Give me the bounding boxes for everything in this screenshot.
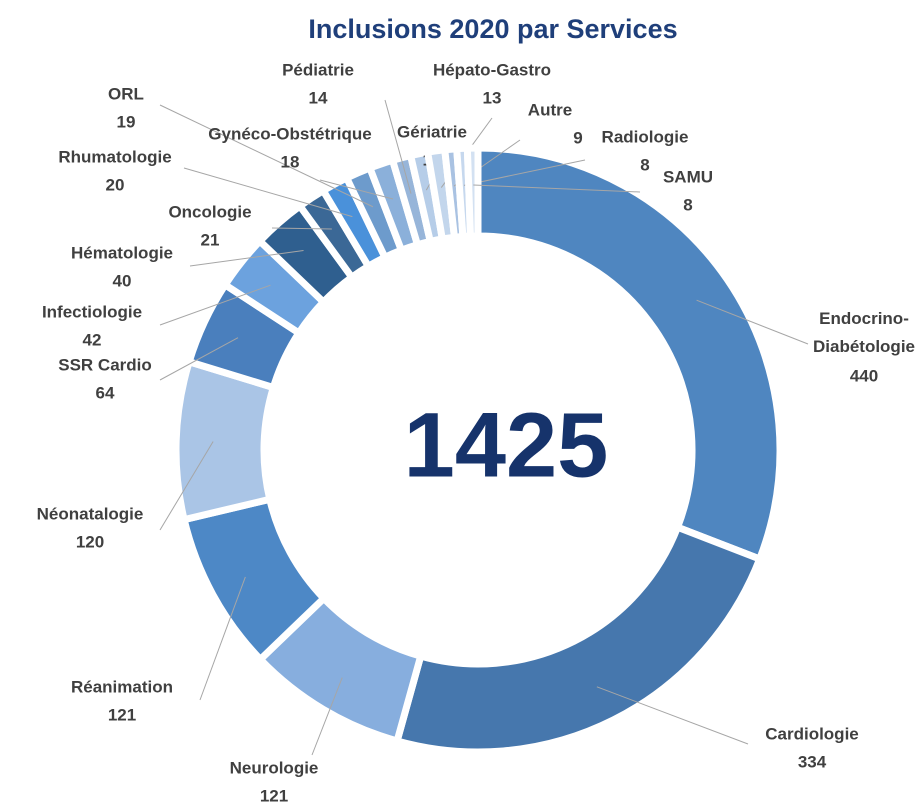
leader-line bbox=[189, 250, 304, 267]
value-label: 334 bbox=[798, 752, 827, 771]
category-label: Rhumatologie bbox=[58, 147, 171, 166]
leader-line bbox=[473, 184, 641, 193]
total-label: 1425 bbox=[404, 394, 609, 496]
category-label: Réanimation bbox=[71, 677, 173, 696]
category-label: Autre bbox=[528, 100, 572, 119]
leader-line bbox=[696, 299, 809, 345]
category-label: Gynéco-Obstétrique bbox=[208, 124, 371, 143]
value-label: 20 bbox=[106, 175, 125, 194]
leader-line bbox=[159, 337, 239, 381]
value-label: 120 bbox=[76, 532, 104, 551]
leader-line bbox=[463, 159, 586, 186]
value-label: 13 bbox=[483, 88, 502, 107]
category-label: Hématologie bbox=[71, 243, 173, 262]
leader-line bbox=[159, 441, 214, 531]
value-label: 40 bbox=[113, 271, 132, 290]
category-label: Gériatrie bbox=[397, 122, 467, 141]
leader-line bbox=[159, 284, 271, 326]
category-label: SAMU bbox=[663, 167, 713, 186]
value-label: 42 bbox=[83, 330, 102, 349]
leader-line bbox=[311, 677, 343, 756]
leader-line bbox=[183, 167, 353, 218]
category-label: Neurologie bbox=[230, 758, 319, 777]
category-label: SSR Cardio bbox=[58, 355, 152, 374]
leader-line bbox=[199, 576, 246, 701]
chart-title: Inclusions 2020 par Services bbox=[308, 14, 677, 44]
leader-line bbox=[596, 686, 749, 745]
donut-segment bbox=[392, 522, 765, 756]
category-label: Cardiologie bbox=[765, 724, 859, 743]
value-label: 14 bbox=[309, 88, 328, 107]
category-label: Oncologie bbox=[168, 202, 251, 221]
value-label: 64 bbox=[96, 383, 115, 402]
category-label: Infectiologie bbox=[42, 302, 142, 321]
category-label: Néonatalogie bbox=[37, 504, 144, 523]
value-label: 19 bbox=[117, 112, 136, 131]
value-label: 21 bbox=[201, 230, 220, 249]
category-label: ORL bbox=[108, 84, 144, 103]
value-label: 8 bbox=[640, 155, 649, 174]
donut-segment bbox=[463, 144, 482, 240]
leader-line bbox=[271, 227, 332, 230]
leader-line bbox=[159, 104, 374, 208]
leader-line bbox=[384, 99, 412, 194]
donut-segment bbox=[474, 144, 784, 564]
category-label: Pédiatrie bbox=[282, 60, 354, 79]
category-label: Endocrino-Diabétologie bbox=[813, 309, 915, 356]
leader-line bbox=[319, 179, 394, 200]
value-label: 9 bbox=[573, 128, 582, 147]
category-label: Radiologie bbox=[602, 127, 689, 146]
value-label: 18 bbox=[281, 152, 300, 171]
value-label: 8 bbox=[683, 195, 692, 214]
value-label: 121 bbox=[108, 705, 136, 724]
value-label: 440 bbox=[850, 366, 878, 385]
value-label: 121 bbox=[260, 786, 288, 803]
category-label: Hépato-Gastro bbox=[433, 60, 551, 79]
